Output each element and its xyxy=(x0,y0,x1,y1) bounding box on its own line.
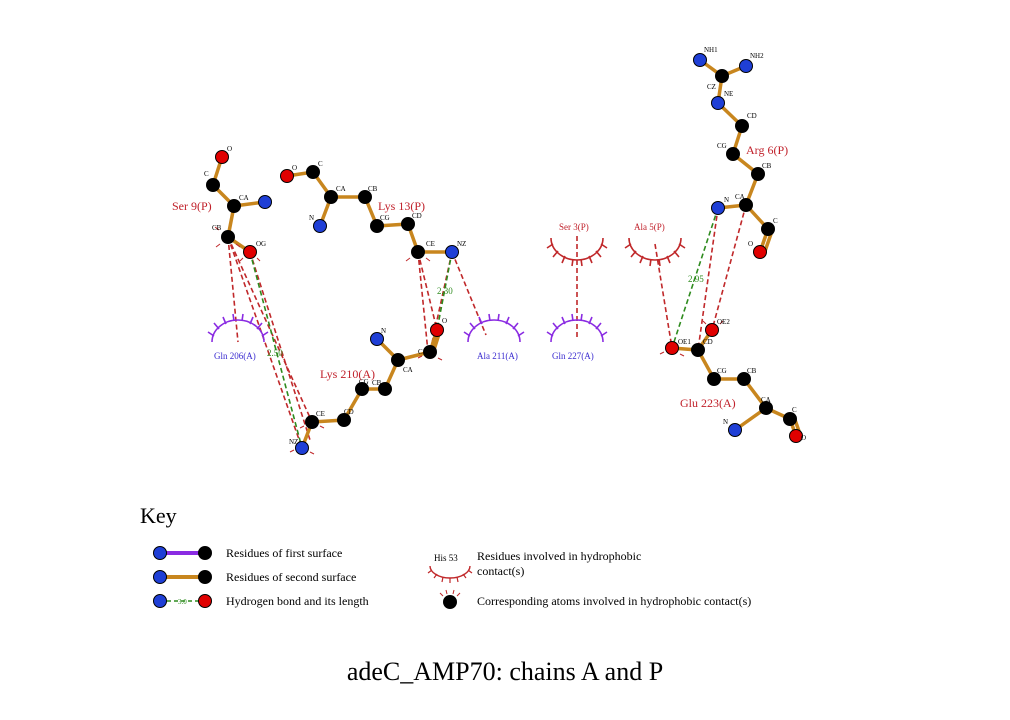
key-first-surface-label: Residues of first surface xyxy=(226,546,342,560)
atom-label-nh2: NH2 xyxy=(750,52,764,60)
atom-label-cz: CZ xyxy=(707,83,716,91)
atom-label-n: N xyxy=(724,196,729,204)
covalent-bonds xyxy=(211,58,802,450)
atom-label-nz: NZ xyxy=(289,438,298,446)
key-heading: Key xyxy=(140,503,177,528)
atom-label-c: C xyxy=(418,348,423,356)
atom-contact-ticks xyxy=(214,226,724,455)
residue-label-arg6: Arg 6(P) xyxy=(746,143,788,157)
atom-label-o: O xyxy=(292,164,297,172)
atom-label-ca: CA xyxy=(239,194,249,202)
hbond-distance-ser9-lys210: 2.50 xyxy=(267,348,283,358)
legend-key: Key Residues of first surface Residues o… xyxy=(140,503,751,609)
atom-label-cb: CB xyxy=(762,162,772,170)
hydrogen-bond-lines xyxy=(249,207,719,449)
ala5-arc xyxy=(624,237,686,267)
diagram-title: adeC_AMP70: chains A and P xyxy=(347,657,663,686)
key-hydrophobic-label-line2: contact(s) xyxy=(477,564,524,578)
hbond-distance-lys13-lys210: 2.30 xyxy=(437,286,453,296)
atom-label-cb: CB xyxy=(368,185,378,193)
key-hydrophobic-sample: His 53 xyxy=(434,553,458,563)
residue-label-ala5: Ala 5(P) xyxy=(634,222,665,232)
atom-label-ca: CA xyxy=(735,193,745,201)
atom-label-ca: CA xyxy=(336,185,346,193)
key-hydrophobic-atoms-label: Corresponding atoms involved in hydropho… xyxy=(477,594,751,608)
key-second-surface: Residues of second surface xyxy=(153,570,356,584)
atom-label-o: O xyxy=(748,240,753,248)
atom-label-nh1: NH1 xyxy=(704,46,718,54)
residue-label-lys13: Lys 13(P) xyxy=(378,199,425,213)
atom-label-cg: CG xyxy=(380,214,390,222)
key-hydrophobic-atoms: Corresponding atoms involved in hydropho… xyxy=(439,589,751,609)
atom-label-o: O xyxy=(801,434,806,442)
atom-label-ce: CE xyxy=(316,410,325,418)
gln206-arc xyxy=(207,313,269,343)
key-first-surface: Residues of first surface xyxy=(153,546,342,560)
hydrophobic-contact-lines xyxy=(227,204,747,449)
key-hbond-sample: 3.0 xyxy=(178,598,187,606)
atom-label-n: N xyxy=(381,327,386,335)
residue-label-glu223: Glu 223(A) xyxy=(680,396,736,410)
key-hbond-label: Hydrogen bond and its length xyxy=(226,594,369,608)
atom-label-oe1: OE1 xyxy=(678,338,691,346)
atom-label-cd: CD xyxy=(747,112,757,120)
key-hbond: 3.0 Hydrogen bond and its length xyxy=(153,594,369,608)
atoms xyxy=(206,53,803,455)
residue-label-gln227: Gln 227(A) xyxy=(552,351,594,361)
atom-label-n: N xyxy=(309,214,314,222)
atom-label-ca: CA xyxy=(761,396,771,404)
atom-labels: O C CA CB OG O C CA CB N CG CD CE NZ N C… xyxy=(204,46,806,446)
ser3-arc xyxy=(546,237,608,267)
atom-label-og: OG xyxy=(256,240,266,248)
atom-label-cd: CD xyxy=(412,212,422,220)
key-hydrophobic-label-line1: Residues involved in hydrophobic xyxy=(477,549,641,563)
atom-label-cd: CD xyxy=(703,338,713,346)
atom-label-cb: CB xyxy=(747,367,757,375)
atom-label-c: C xyxy=(318,160,323,168)
atom-label-cb: CB xyxy=(372,379,382,387)
residue-label-ala211: Ala 211(A) xyxy=(477,351,518,361)
ala211-arc xyxy=(463,313,525,343)
atom-label-cg: CG xyxy=(717,142,727,150)
atom-label-o: O xyxy=(227,145,232,153)
atom-label-cd: CD xyxy=(344,408,354,416)
atom-label-o: O xyxy=(442,317,447,325)
atom-label-ce: CE xyxy=(426,240,435,248)
key-second-surface-label: Residues of second surface xyxy=(226,570,356,584)
hbond-distance-labels: 2.50 2.30 2.95 xyxy=(267,274,704,358)
atom-label-ca: CA xyxy=(403,366,413,374)
residue-label-ser9: Ser 9(P) xyxy=(172,199,212,213)
atom-label-c: C xyxy=(204,170,209,178)
atom-label-cg: CG xyxy=(359,378,369,386)
atom-label-c: C xyxy=(773,217,778,225)
residue-label-ser3: Ser 3(P) xyxy=(559,222,589,232)
atom-label-nz: NZ xyxy=(457,240,466,248)
key-hydrophobic: His 53 Residues involved in hydrophobic … xyxy=(427,549,641,583)
atom-label-n: N xyxy=(723,418,728,426)
atom-label-oe2: OE2 xyxy=(717,318,730,326)
gln227-arc xyxy=(546,313,608,343)
atom-label-ne: NE xyxy=(724,90,733,98)
residue-label-gln206: Gln 206(A) xyxy=(214,351,256,361)
residue-labels: Ser 9(P) Lys 13(P) Arg 6(P) Lys 210(A) G… xyxy=(172,143,788,410)
atom-label-cb: CB xyxy=(212,224,222,232)
residue-label-lys210: Lys 210(A) xyxy=(320,367,375,381)
hydrophobic-arcs xyxy=(207,237,686,343)
atom-label-cg: CG xyxy=(717,367,727,375)
hbond-distance-arg6-glu223: 2.95 xyxy=(688,274,704,284)
atom-label-c: C xyxy=(792,406,797,414)
